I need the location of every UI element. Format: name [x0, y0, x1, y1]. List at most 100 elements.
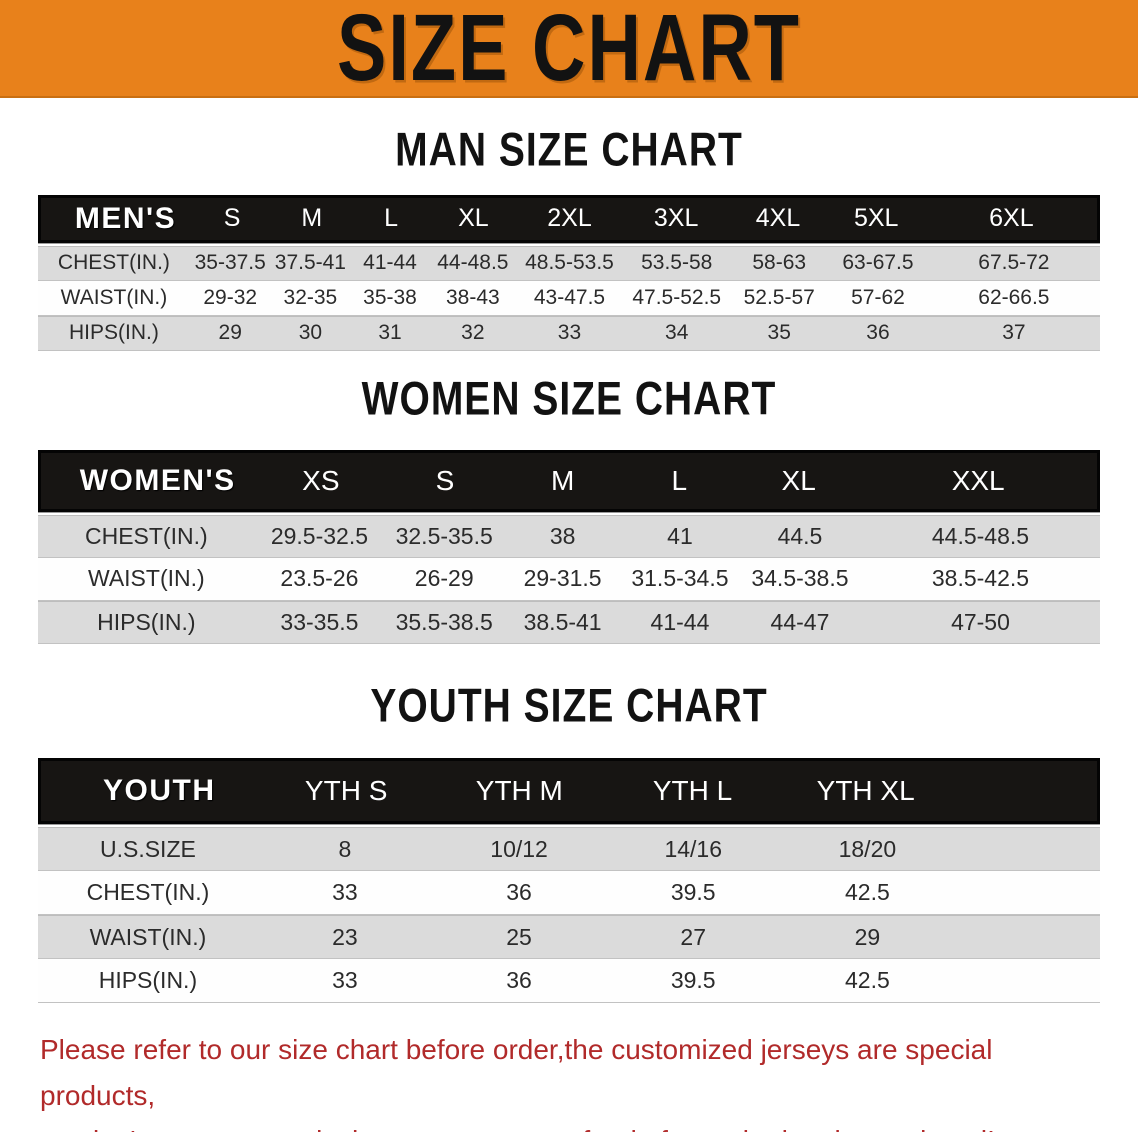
column-header-cell: S — [435, 464, 455, 496]
size-value-cell: 29-31.5 — [523, 565, 602, 592]
mens-section: MAN SIZE CHART MEN'S S M L XL 2XL 3XL 4XL 5XL 6XL… — [0, 124, 1138, 351]
row-label-cell: HIPS(IN.) — [69, 321, 159, 345]
mens-size-table: MEN'S S M L XL 2XL 3XL 4XL 5XL 6XL CHEST(IN.) 35-37… — [38, 194, 1100, 351]
column-header-cell: XS — [302, 464, 340, 496]
table-header-label: WOMEN'S — [79, 463, 236, 497]
row-label-cell: WAIST(IN.) — [89, 923, 207, 950]
size-value-cell: 31 — [378, 321, 402, 345]
column-header-cell: YTH L — [652, 775, 733, 807]
size-value-cell: 10/12 — [490, 835, 548, 862]
womens-size-table: WOMEN'S XS S M L XL XXL CHEST(IN.) 29.5-32.5 32.5… — [38, 449, 1100, 644]
mens-heading-text: MAN SIZE CHART — [395, 124, 743, 177]
column-header-cell: M — [550, 464, 575, 496]
youth-size-table: YOUTH YTH S YTH M YTH L YTH XL U.S.SIZE 8 10/12… — [38, 758, 1100, 1004]
size-value-cell: 63-67.5 — [842, 251, 914, 275]
size-value-cell: 58-63 — [752, 251, 807, 275]
column-header-cell: L — [671, 464, 688, 496]
mens-heading: MAN SIZE CHART — [0, 124, 1138, 176]
size-value-cell: 27 — [680, 923, 707, 950]
size-value-cell: 53.5-58 — [641, 251, 713, 275]
table-row: WAIST(IN.) 23 25 27 29 — [38, 915, 1100, 960]
table-row: WAIST(IN.) 23.5-26 26-29 29-31.5 31.5-34.5 34… — [38, 557, 1100, 601]
size-value-cell: 37 — [1002, 321, 1026, 345]
table-header-row: YOUTH YTH S YTH M YTH L YTH XL — [38, 758, 1100, 825]
row-label-cell: CHEST(IN.) — [57, 251, 170, 275]
row-label-cell: WAIST(IN.) — [87, 565, 205, 592]
size-value-cell: 26-29 — [414, 565, 474, 592]
column-header-cell: YTH M — [475, 775, 563, 807]
size-value-cell: 47.5-52.5 — [632, 285, 722, 309]
youth-heading: YOUTH SIZE CHART — [0, 680, 1138, 732]
column-header-cell: 2XL — [547, 204, 592, 233]
youth-heading-text: YOUTH SIZE CHART — [370, 679, 768, 733]
size-value-cell: 44-47 — [770, 608, 830, 635]
column-header-cell: YTH S — [304, 775, 388, 807]
size-value-cell: 36 — [506, 879, 532, 906]
size-value-cell: 38-43 — [445, 285, 500, 309]
size-value-cell: 41 — [667, 522, 693, 549]
column-header-cell: 5XL — [853, 204, 899, 233]
size-value-cell: 34.5-38.5 — [751, 565, 849, 592]
size-value-cell: 35.5-38.5 — [395, 608, 493, 635]
order-policy-note: Please refer to our size chart before or… — [40, 1027, 1108, 1132]
table-row: CHEST(IN.) 35-37.5 37.5-41 41-44 44-48.5 48.5… — [38, 245, 1100, 281]
size-value-cell: 33 — [557, 321, 582, 345]
row-label-cell: CHEST(IN.) — [86, 879, 210, 906]
table-header-row: MEN'S S M L XL 2XL 3XL 4XL 5XL 6XL — [38, 194, 1100, 243]
table-row: CHEST(IN.) 29.5-32.5 32.5-35.5 38 41 44.5 44.5… — [38, 514, 1100, 558]
size-value-cell: 42.5 — [844, 879, 890, 906]
row-label-cell: CHEST(IN.) — [84, 522, 208, 549]
row-label-cell: U.S.SIZE — [99, 835, 196, 862]
size-value-cell: 38.5-42.5 — [931, 565, 1030, 592]
size-value-cell: 38 — [549, 522, 576, 549]
youth-section: YOUTH SIZE CHART YOUTH YTH S YTH M YTH L YTH… — [0, 680, 1138, 1004]
size-value-cell: 29 — [854, 923, 881, 950]
table-row: HIPS(IN.) 33-35.5 35.5-38.5 38.5-41 41-44 44-… — [38, 600, 1100, 644]
size-value-cell: 33 — [332, 879, 358, 906]
size-value-cell: 30 — [298, 321, 323, 345]
table-row: U.S.SIZE 8 10/12 14/16 18/20 — [38, 827, 1100, 872]
column-header-cell: M — [301, 204, 323, 233]
table-row: WAIST(IN.) 29-32 32-35 35-38 38-43 43-47.5 47.… — [38, 280, 1100, 316]
size-value-cell: 33-35.5 — [280, 608, 359, 635]
column-header-cell: S — [223, 204, 241, 233]
size-value-cell: 14/16 — [664, 835, 722, 862]
column-header-cell: 4XL — [755, 204, 801, 233]
size-value-cell: 41-44 — [650, 608, 710, 635]
note-line-1: Please refer to our size chart before or… — [40, 1034, 993, 1111]
size-value-cell: 31.5-34.5 — [631, 565, 729, 592]
table-header-row: WOMEN'S XS S M L XL XXL — [38, 449, 1100, 512]
size-value-cell: 37.5-41 — [274, 251, 346, 275]
size-value-cell: 36 — [866, 321, 890, 345]
size-value-cell: 8 — [338, 835, 352, 862]
size-value-cell: 36 — [506, 967, 532, 994]
column-header-cell: 3XL — [653, 204, 699, 233]
size-value-cell: 34 — [665, 321, 689, 345]
column-header-cell: 6XL — [989, 204, 1034, 233]
womens-heading: WOMEN SIZE CHART — [0, 373, 1138, 425]
banner-title: SIZE CHART — [337, 0, 801, 101]
size-value-cell: 32 — [461, 321, 485, 345]
size-value-cell: 23.5-26 — [280, 565, 359, 592]
womens-heading-text: WOMEN SIZE CHART — [361, 372, 777, 426]
size-value-cell: 57-62 — [851, 285, 905, 309]
size-value-cell: 29-32 — [203, 285, 258, 309]
row-label-cell: WAIST(IN.) — [60, 285, 168, 309]
womens-section: WOMEN SIZE CHART WOMEN'S XS S M L XL XXL CHEST(… — [0, 373, 1138, 644]
size-value-cell: 52.5-57 — [743, 285, 815, 309]
size-value-cell: 32.5-35.5 — [395, 522, 493, 549]
size-value-cell: 25 — [506, 923, 532, 950]
banner: SIZE CHART — [0, 0, 1138, 98]
size-value-cell: 35-38 — [363, 285, 417, 309]
table-row: HIPS(IN.) 29 30 31 32 33 34 35 36 37 — [38, 315, 1100, 351]
size-value-cell: 48.5-53.5 — [525, 251, 614, 275]
size-value-cell: 35 — [767, 321, 791, 345]
size-value-cell: 44.5-48.5 — [931, 522, 1030, 549]
column-header-cell: YTH XL — [816, 775, 915, 807]
table-row: HIPS(IN.) 33 36 39.5 42.5 — [38, 959, 1100, 1004]
size-value-cell: 38.5-41 — [523, 608, 602, 635]
note-line-2: we don't accept cancel, change, teturn o… — [40, 1118, 1108, 1132]
column-header-cell: L — [384, 204, 398, 233]
size-value-cell: 39.5 — [670, 879, 716, 906]
